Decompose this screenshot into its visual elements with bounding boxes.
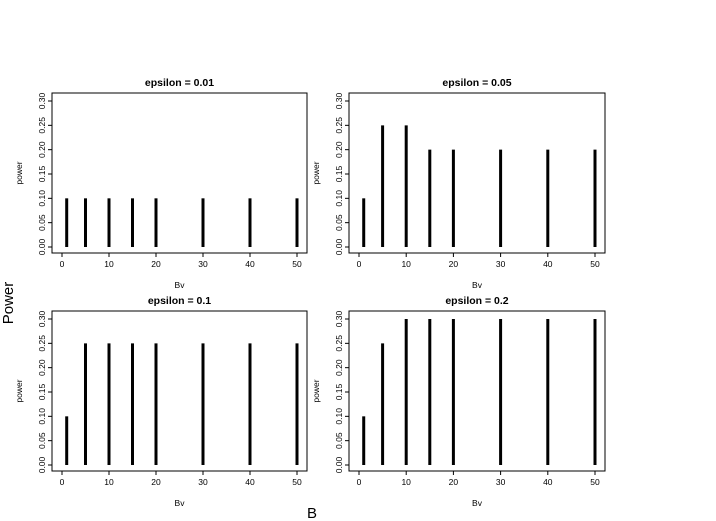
y-tick-label: 0.25 [334, 335, 344, 352]
x-tick-label: 50 [590, 477, 600, 487]
y-tick-label: 0.00 [334, 456, 344, 473]
y-tick-label: 0.20 [37, 141, 47, 158]
y-tick-label: 0.30 [37, 92, 47, 109]
chart-panels: epsilon = 0.01 0.00 0.05 0.10 0.15 0.20 0.25 0.… [14, 77, 606, 508]
outer-y-axis-label: Power [0, 282, 17, 325]
y-tick-label: 0.20 [37, 359, 47, 376]
panel-title: epsilon = 0.01 [145, 77, 214, 89]
y-tick-label: 0.30 [334, 310, 344, 327]
x-tick-label: 30 [198, 477, 208, 487]
panel-title: epsilon = 0.05 [442, 77, 511, 89]
x-tick-label: 50 [292, 259, 302, 269]
x-tick-label: 40 [543, 477, 553, 487]
outer-x-axis-label: B [307, 505, 317, 521]
y-axis-label: power [14, 161, 24, 184]
y-tick-label: 0.05 [37, 214, 47, 231]
y-tick-label: 0.15 [37, 165, 47, 182]
y-tick-label: 0.25 [37, 335, 47, 352]
x-tick-label: 0 [60, 259, 65, 269]
y-tick-label: 0.30 [37, 310, 47, 327]
x-axis-label: Bv [472, 280, 483, 290]
y-axis-label: power [14, 379, 24, 402]
x-tick-label: 40 [245, 477, 255, 487]
x-tick-label: 0 [357, 477, 362, 487]
x-tick-label: 10 [401, 259, 411, 269]
panel-title: epsilon = 0.2 [445, 295, 508, 307]
x-tick-label: 20 [449, 259, 459, 269]
y-tick-label: 0.25 [334, 117, 344, 134]
x-tick-label: 20 [449, 477, 459, 487]
y-tick-label: 0.30 [334, 92, 344, 109]
x-tick-label: 50 [292, 477, 302, 487]
y-tick-label: 0.15 [334, 383, 344, 400]
x-axis-label: Bv [175, 280, 186, 290]
x-tick-label: 30 [496, 259, 506, 269]
x-tick-label: 10 [401, 477, 411, 487]
y-tick-label: 0.10 [334, 408, 344, 425]
plot-frame [51, 310, 308, 472]
y-tick-label: 0.00 [37, 456, 47, 473]
x-tick-label: 20 [151, 477, 161, 487]
y-axis-label: power [311, 161, 321, 184]
y-tick-label: 0.10 [37, 408, 47, 425]
x-tick-label: 50 [590, 259, 600, 269]
x-tick-label: 10 [104, 259, 114, 269]
y-tick-label: 0.15 [334, 165, 344, 182]
x-axis-label: Bv [472, 498, 483, 508]
x-tick-label: 30 [496, 477, 506, 487]
y-tick-label: 0.00 [37, 238, 47, 255]
chart-panel: epsilon = 0.2 0.00 0.05 0.10 0.15 0.20 0.25 0.3… [311, 295, 606, 508]
y-tick-label: 0.10 [334, 190, 344, 207]
y-tick-label: 0.20 [334, 359, 344, 376]
x-tick-label: 10 [104, 477, 114, 487]
chart-panel: epsilon = 0.05 0.00 0.05 0.10 0.15 0.20 0.25 0.… [311, 77, 606, 290]
plot-frame [348, 310, 606, 472]
y-tick-label: 0.15 [37, 383, 47, 400]
y-tick-label: 0.05 [334, 214, 344, 231]
plot-frame [348, 92, 606, 254]
x-tick-label: 40 [543, 259, 553, 269]
x-axis-label: Bv [175, 498, 186, 508]
y-tick-label: 0.25 [37, 117, 47, 134]
y-tick-label: 0.20 [334, 141, 344, 158]
panel-title: epsilon = 0.1 [148, 295, 211, 307]
chart-panel: epsilon = 0.1 0.00 0.05 0.10 0.15 0.20 0.25 0.3… [14, 295, 308, 508]
y-tick-label: 0.05 [334, 432, 344, 449]
chart-panel: epsilon = 0.01 0.00 0.05 0.10 0.15 0.20 0.25 0.… [14, 77, 308, 290]
x-tick-label: 0 [60, 477, 65, 487]
x-tick-label: 0 [357, 259, 362, 269]
y-tick-label: 0.00 [334, 238, 344, 255]
y-axis-label: power [311, 379, 321, 402]
x-tick-label: 20 [151, 259, 161, 269]
x-tick-label: 30 [198, 259, 208, 269]
y-tick-label: 0.10 [37, 190, 47, 207]
x-tick-label: 40 [245, 259, 255, 269]
y-tick-label: 0.05 [37, 432, 47, 449]
plot-frame [51, 92, 308, 254]
